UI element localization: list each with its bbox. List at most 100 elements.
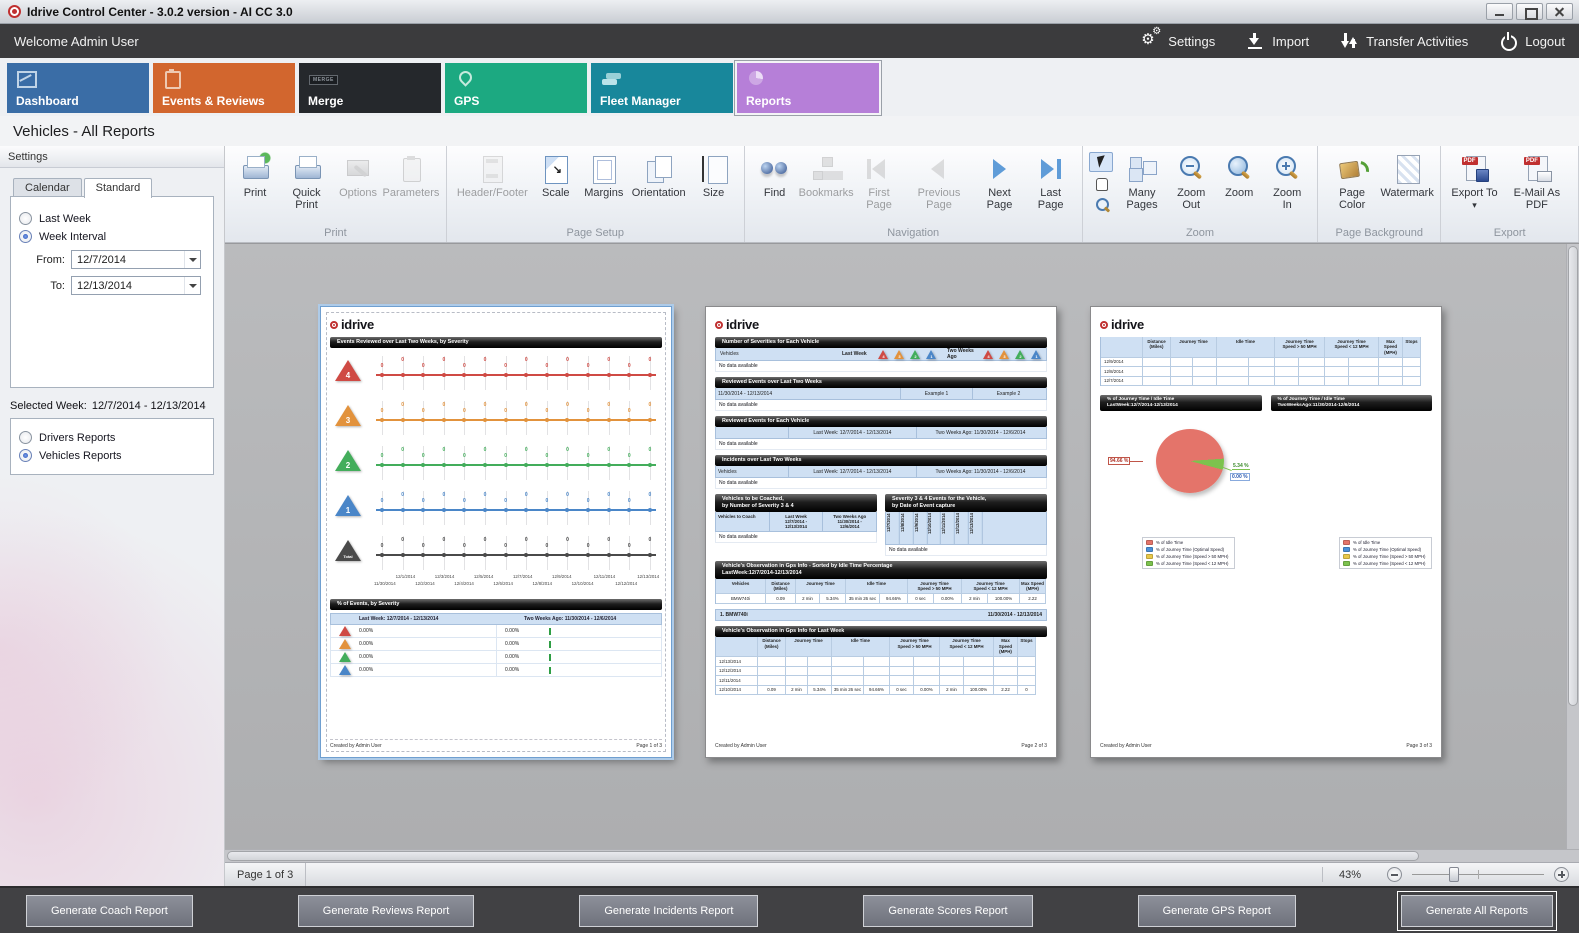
- severity-triangle-icon: 2: [910, 350, 921, 359]
- gps-table-row: 12/11/2014: [715, 676, 1047, 686]
- generate-report-button[interactable]: Generate Coach Report: [26, 894, 193, 927]
- ribbon-group-label: Print: [324, 227, 347, 239]
- ribbon-group-label: Page Background: [1335, 227, 1423, 239]
- generate-report-button[interactable]: Generate Incidents Report: [579, 894, 759, 927]
- idrive-logo-icon: [330, 320, 338, 329]
- idrive-logo-icon: [1100, 320, 1108, 329]
- ribbon-button[interactable]: PDF E-Mail As PDF: [1502, 150, 1572, 214]
- ribbon-group-label: Export: [1493, 227, 1526, 239]
- axis-date-label: 12/12/2014: [615, 581, 638, 587]
- ribbon-button[interactable]: Zoom Out: [1167, 150, 1215, 214]
- severity-triangle-icon: 4: [983, 350, 994, 359]
- ribbon-button[interactable]: Options: [334, 150, 382, 201]
- ribbon-button[interactable]: Orientation: [628, 150, 690, 201]
- severity-triangle-icon: 2: [1015, 350, 1026, 359]
- module-tab[interactable]: Dashboard: [7, 63, 149, 113]
- no-data-row: No data available: [715, 532, 877, 544]
- no-data-row: No data available: [885, 545, 1047, 557]
- vertical-scrollbar[interactable]: [1566, 244, 1579, 849]
- period-radio[interactable]: Last Week: [19, 212, 205, 225]
- ribbon-button-label: Header/Footer: [456, 187, 528, 199]
- vertical-date-label: 12/10/2014: [927, 512, 942, 545]
- report-page-3[interactable]: idrive Distance (Miles) Journey Time Idl…: [1090, 306, 1442, 758]
- ribbon-button-icon: [1269, 152, 1305, 186]
- zoom-slider-thumb[interactable]: [1448, 867, 1459, 882]
- topbar-action-button[interactable]: Logout: [1498, 32, 1565, 51]
- ribbon-button[interactable]: Margins: [580, 150, 628, 201]
- report-section-header: Incidents over Last Two Weeks: [715, 455, 1047, 467]
- timeline-point: 0: [439, 530, 449, 572]
- ribbon-button[interactable]: Print: [231, 150, 279, 201]
- generate-report-button[interactable]: Generate Scores Report: [863, 894, 1033, 927]
- period-radio[interactable]: Week Interval: [19, 230, 205, 243]
- from-date-select[interactable]: 12/7/2014: [71, 250, 201, 269]
- zoom-slider[interactable]: [1412, 867, 1544, 882]
- ribbon-button[interactable]: Header/Footer: [453, 150, 532, 201]
- ribbon-group-label: Navigation: [887, 227, 940, 239]
- page-indicator: Page 1 of 3: [225, 863, 307, 886]
- maximize-button[interactable]: [1516, 3, 1543, 20]
- ribbon-button-label: Last Page: [1037, 187, 1064, 212]
- close-button[interactable]: [1546, 3, 1573, 20]
- minimize-button[interactable]: [1486, 3, 1513, 20]
- report-page-2[interactable]: idrive Number of Severities for Each Veh…: [705, 306, 1057, 758]
- ribbon-button[interactable]: Size: [690, 150, 738, 201]
- zoom-tool-button[interactable]: [1089, 194, 1113, 214]
- scrollbar-thumb[interactable]: [227, 851, 1419, 861]
- module-tab[interactable]: Fleet Manager: [591, 63, 733, 113]
- ribbon-button[interactable]: First Page: [854, 150, 905, 214]
- to-date-select[interactable]: 12/13/2014: [71, 276, 201, 295]
- module-tab[interactable]: GPS: [445, 63, 587, 113]
- ribbon-button[interactable]: Scale: [532, 150, 580, 201]
- zoom-tool-button[interactable]: [1089, 173, 1113, 193]
- generate-report-button[interactable]: Generate All Reports: [1396, 890, 1557, 931]
- ribbon-button[interactable]: Watermark: [1380, 150, 1434, 201]
- horizontal-scrollbar[interactable]: [225, 849, 1579, 862]
- timeline-point: 0: [501, 485, 511, 527]
- ribbon-button[interactable]: Next Page: [974, 150, 1026, 214]
- gps-table-cell: 5.34%: [820, 594, 846, 604]
- chevron-down-icon[interactable]: [184, 251, 200, 268]
- report-type-radio[interactable]: Vehicles Reports: [19, 449, 205, 462]
- ribbon-button-icon: [696, 152, 732, 186]
- ribbon-button[interactable]: Zoom: [1215, 150, 1263, 201]
- module-tab-label: GPS: [454, 94, 480, 108]
- ribbon-button[interactable]: Previous Page: [904, 150, 973, 214]
- scrollbar-thumb[interactable]: [1568, 246, 1578, 706]
- ribbon-button[interactable]: Zoom In: [1263, 150, 1311, 214]
- module-tab[interactable]: Reports: [737, 63, 879, 113]
- report-type-radio[interactable]: Drivers Reports: [19, 431, 205, 444]
- report-section-header: Reviewed Events over Last Two Weeks: [715, 377, 1047, 389]
- zoom-out-button[interactable]: [1387, 867, 1402, 882]
- settings-tab[interactable]: Standard: [83, 178, 153, 198]
- ribbon-button[interactable]: Quick Print: [279, 150, 334, 214]
- topbar-action-icon: [1141, 26, 1161, 50]
- zoom-in-button[interactable]: [1554, 867, 1569, 882]
- report-page-1[interactable]: idrive Events Reviewed over Last Two Wee…: [318, 304, 674, 760]
- bar-tick: [549, 653, 551, 661]
- ribbon-button[interactable]: Bookmarks: [799, 150, 854, 201]
- topbar-action-button[interactable]: Transfer Activities: [1339, 32, 1468, 50]
- settings-tab[interactable]: Calendar: [13, 178, 82, 196]
- topbar-action-button[interactable]: Import: [1245, 32, 1309, 50]
- gps-table-row: 12/9/2014: [1100, 357, 1432, 367]
- generate-report-button[interactable]: Generate GPS Report: [1137, 894, 1296, 927]
- report-logo: idrive: [715, 317, 1047, 332]
- ribbon-button[interactable]: Find: [751, 150, 799, 201]
- module-tab[interactable]: Events & Reviews: [153, 63, 295, 113]
- generate-report-button[interactable]: Generate Reviews Report: [297, 894, 475, 927]
- ribbon-group-pagesetup: Header/Footer Scale Margins Orientation: [447, 146, 745, 242]
- ribbon-button[interactable]: Page Color: [1324, 150, 1380, 214]
- module-tab[interactable]: MERGE Merge: [299, 63, 441, 113]
- chevron-down-icon[interactable]: [184, 277, 200, 294]
- timeline-point: 0: [377, 485, 387, 527]
- topbar-action-button[interactable]: Settings: [1141, 26, 1215, 50]
- ribbon-button[interactable]: Parameters: [382, 150, 440, 201]
- ribbon-button[interactable]: PDF Export To: [1447, 150, 1501, 214]
- ribbon-button[interactable]: Many Pages: [1117, 150, 1167, 214]
- zoom-tool-button[interactable]: [1088, 152, 1113, 172]
- ribbon-button[interactable]: Last Page: [1025, 150, 1075, 214]
- timeline-point: 0: [562, 395, 572, 437]
- module-tab-label: Merge: [308, 94, 344, 108]
